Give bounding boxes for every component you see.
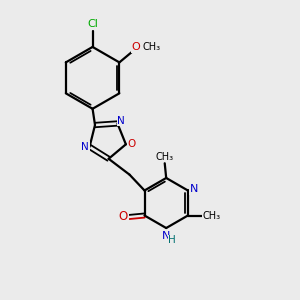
Text: H: H xyxy=(168,236,176,245)
Text: O: O xyxy=(119,211,128,224)
Text: O: O xyxy=(132,42,140,52)
Text: N: N xyxy=(190,184,198,194)
Text: O: O xyxy=(127,139,135,149)
Text: Cl: Cl xyxy=(87,19,98,29)
Text: CH₃: CH₃ xyxy=(142,42,160,52)
Text: N: N xyxy=(161,231,170,241)
Text: CH₃: CH₃ xyxy=(156,152,174,162)
Text: N: N xyxy=(117,116,125,125)
Text: N: N xyxy=(81,142,89,152)
Text: CH₃: CH₃ xyxy=(203,211,221,220)
